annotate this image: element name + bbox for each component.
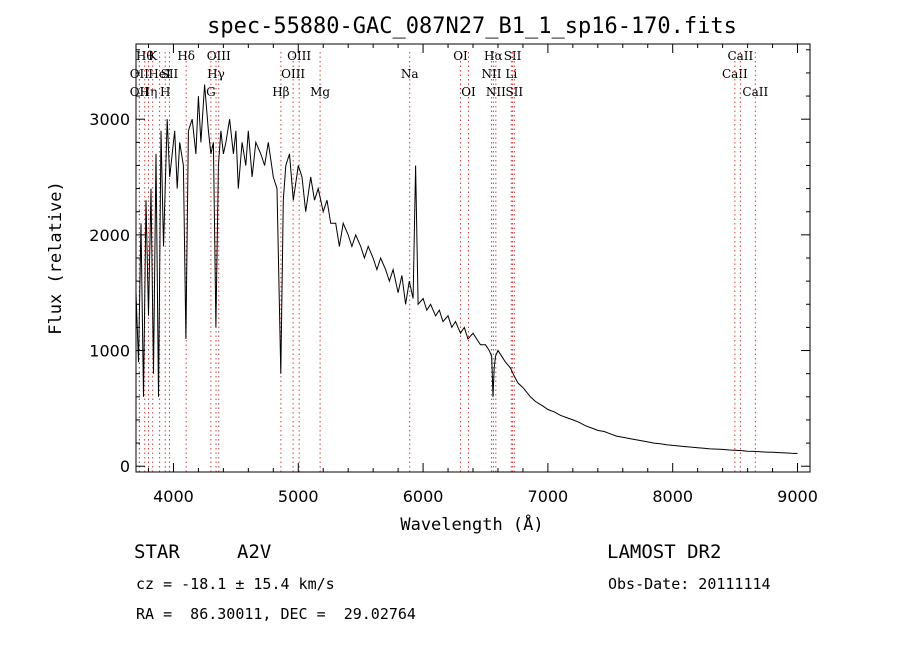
x-tick-label-4: 8000 xyxy=(652,487,693,506)
y-axis-label: Flux (relative) xyxy=(46,181,66,335)
x-tick-label-0: 4000 xyxy=(153,487,194,506)
marker-label-18: OI xyxy=(461,85,476,99)
chart-title: spec-55880-GAC_087N27_B1_1_sp16-170.fits xyxy=(207,14,737,39)
spectrum-line xyxy=(135,84,798,454)
object-subclass: A2V xyxy=(237,541,272,563)
marker-label-10: Hγ xyxy=(207,67,225,81)
marker-label-4: K xyxy=(148,49,158,63)
marker-label-9: G xyxy=(206,85,216,99)
plot-frame xyxy=(135,43,811,473)
marker-label-27: CaII xyxy=(742,85,768,99)
marker-label-16: Na xyxy=(401,67,419,81)
observation-date: Obs-Date: 20111114 xyxy=(608,575,771,593)
marker-label-24: SII xyxy=(505,85,523,99)
marker-label-19: NII xyxy=(481,67,501,81)
marker-label-15: Mg xyxy=(310,85,330,99)
survey-name: LAMOST DR2 xyxy=(607,541,722,563)
x-axis-label: Wavelength (Å) xyxy=(400,513,543,535)
marker-label-3: Hη xyxy=(140,85,158,99)
marker-label-23: SII xyxy=(504,49,522,63)
x-axis: 4000 5000 6000 7000 8000 9000 xyxy=(147,44,818,506)
y-tick-label-3: 3000 xyxy=(89,110,130,129)
marker-label-6: H xyxy=(160,85,170,99)
marker-label-0: OII xyxy=(130,67,150,81)
x-tick-label-3: 7000 xyxy=(528,487,569,506)
marker-label-14: OIII xyxy=(287,49,311,63)
x-tick-label-1: 5000 xyxy=(278,487,319,506)
marker-label-8: Hδ xyxy=(177,49,195,63)
y-tick-label-0: 0 xyxy=(120,457,130,476)
x-tick-label-5: 9000 xyxy=(777,487,818,506)
y-tick-label-1: 1000 xyxy=(89,342,130,361)
marker-label-21: NII xyxy=(486,85,506,99)
y-axis: 0 1000 2000 3000 xyxy=(89,49,810,476)
x-tick-label-2: 6000 xyxy=(403,487,444,506)
marker-label-25: CaII xyxy=(722,67,748,81)
object-class: STAR xyxy=(134,541,180,563)
marker-label-20: Hα xyxy=(484,49,503,63)
marker-label-2: Hθ xyxy=(136,49,154,63)
line-markers: OIIOIIHθHηKHeIHSIIHδGHγOIIIHβOIIIOIIIMgN… xyxy=(130,49,768,472)
marker-label-22: Li xyxy=(505,67,517,81)
marker-label-12: Hβ xyxy=(272,85,289,99)
sky-coordinates: RA = 86.30011, DEC = 29.02764 xyxy=(136,605,416,623)
marker-label-7: SII xyxy=(161,67,179,81)
redshift-value: cz = -18.1 ± 15.4 km/s xyxy=(136,575,335,593)
marker-label-13: OIII xyxy=(281,67,305,81)
marker-label-26: CaII xyxy=(727,49,753,63)
marker-label-11: OIII xyxy=(207,49,231,63)
marker-label-17: OI xyxy=(453,49,468,63)
y-tick-label-2: 2000 xyxy=(89,226,130,245)
